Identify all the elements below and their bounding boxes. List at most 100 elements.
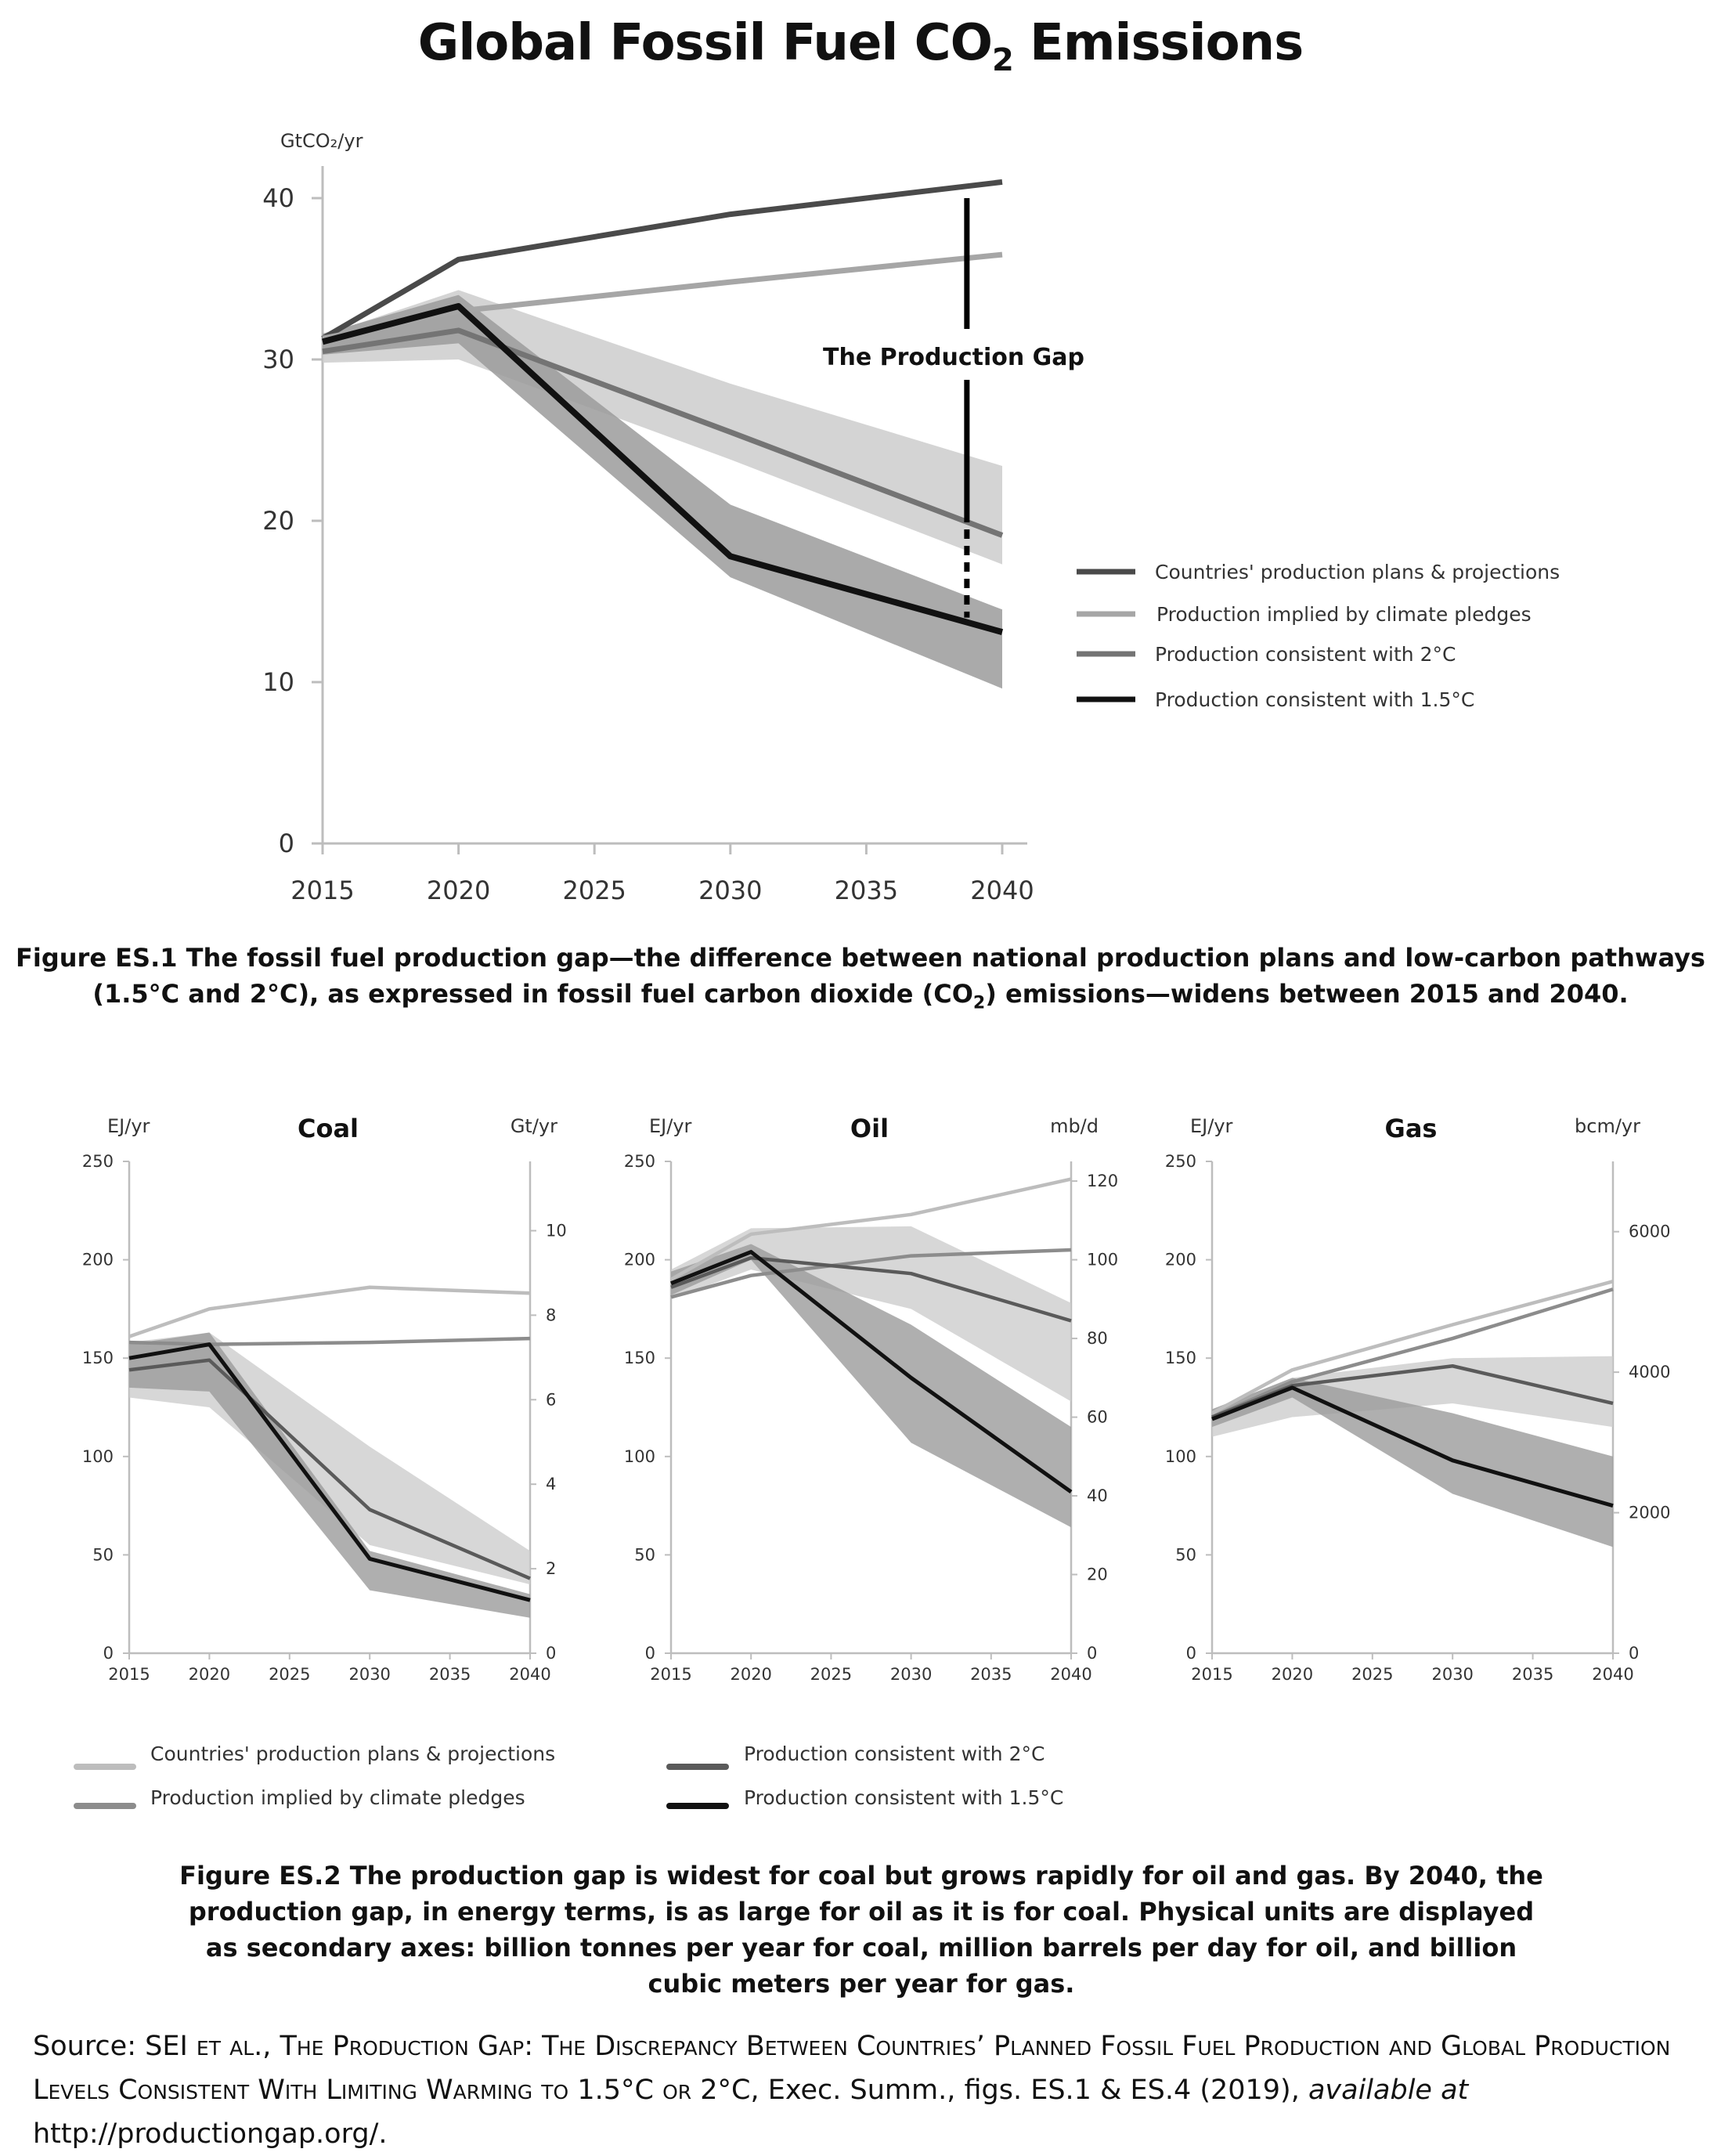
x-tick-label: 2040 <box>1592 1665 1633 1684</box>
y-tick-label: 10 <box>262 667 294 697</box>
y-tick-label: 100 <box>82 1447 114 1466</box>
y-tick-label: 0 <box>279 829 294 858</box>
line-coal-countries-production-plans-projections <box>128 1285 531 1338</box>
y-tick-label: 250 <box>1165 1152 1196 1171</box>
y-tick-label: 250 <box>82 1152 114 1171</box>
x-tick-label: 2040 <box>1050 1665 1091 1684</box>
line-gas-countries-production-plans-projections <box>1210 1280 1614 1415</box>
x-tick-label: 2030 <box>890 1665 932 1684</box>
y2-tick-label: 2000 <box>1629 1504 1670 1522</box>
x-tick-label: 2025 <box>269 1665 310 1684</box>
y-axis-label: GtCO₂/yr <box>280 130 363 152</box>
y-tick-label: 50 <box>1175 1545 1196 1564</box>
x-tick-label: 2025 <box>1351 1665 1393 1684</box>
y-axis-label: EJ/yr <box>107 1115 150 1137</box>
y2-tick-label: 80 <box>1087 1329 1108 1348</box>
y-axis-label: EJ/yr <box>649 1115 692 1137</box>
x-tick-label: 2020 <box>1272 1665 1313 1684</box>
y-tick-label: 0 <box>103 1644 114 1663</box>
y2-tick-label: 4 <box>546 1475 556 1493</box>
y-tick-label: 100 <box>624 1447 655 1466</box>
y2-tick-label: 0 <box>1087 1644 1097 1663</box>
x-tick-label: 2020 <box>189 1665 230 1684</box>
x-tick-label: 2025 <box>810 1665 852 1684</box>
band-coal-1 <box>129 1332 530 1618</box>
y-tick-label: 50 <box>92 1545 114 1564</box>
line-oil-production-consistent-with-2-c <box>670 1255 1072 1323</box>
x-tick-label: 2035 <box>970 1665 1012 1684</box>
panel-title: Coal <box>298 1114 359 1143</box>
y-tick-label: 200 <box>624 1251 655 1269</box>
line-oil-countries-production-plans-projections <box>669 1177 1072 1281</box>
y-tick-label: 40 <box>262 183 294 213</box>
line-coal-production-consistent-with-2-c <box>128 1358 531 1580</box>
x-tick-label: 2035 <box>1512 1665 1553 1684</box>
x-tick-label: 2015 <box>290 876 354 905</box>
y2-axis-label: Gt/yr <box>511 1115 557 1137</box>
legend-label: Production implied by climate pledges <box>1156 603 1532 626</box>
y-tick-label: 150 <box>82 1349 114 1367</box>
y-tick-label: 200 <box>82 1251 114 1269</box>
y2-tick-label: 4000 <box>1629 1363 1670 1381</box>
y2-axis-label: mb/d <box>1050 1115 1099 1137</box>
x-tick-label: 2015 <box>108 1665 150 1684</box>
x-tick-label: 2040 <box>970 876 1034 905</box>
legend-label: Countries' production plans & projection… <box>150 1742 555 1765</box>
source-citation: Source: SEI et al., The Production Gap: … <box>33 2031 1671 2150</box>
x-tick-label: 2030 <box>348 1665 390 1684</box>
y-tick-label: 20 <box>262 506 294 536</box>
x-tick-label: 2025 <box>562 876 626 905</box>
line-coal-production-implied-by-climate-pledges <box>128 1336 531 1346</box>
y-tick-label: 200 <box>1165 1251 1196 1269</box>
x-tick-label: 2030 <box>1431 1665 1473 1684</box>
y-tick-label: 150 <box>1165 1349 1196 1367</box>
y2-tick-label: 40 <box>1087 1486 1108 1505</box>
panel-title: Gas <box>1385 1114 1438 1143</box>
y2-tick-label: 120 <box>1087 1172 1118 1190</box>
y2-tick-label: 6000 <box>1629 1222 1670 1241</box>
panel-title: Oil <box>850 1114 889 1143</box>
x-tick-label: 2015 <box>650 1665 691 1684</box>
line-oil-production-consistent-with-1-5-c <box>670 1250 1073 1494</box>
x-tick-label: 2035 <box>429 1665 471 1684</box>
x-tick-label: 2015 <box>1191 1665 1232 1684</box>
line-gas-production-implied-by-climate-pledges <box>1211 1287 1614 1419</box>
figure-es1-caption: Figure ES.1 The fossil fuel production g… <box>16 943 1705 1013</box>
x-tick-label: 2020 <box>730 1665 771 1684</box>
y2-tick-label: 0 <box>1629 1644 1639 1663</box>
y2-tick-label: 10 <box>546 1221 567 1240</box>
y2-tick-label: 20 <box>1087 1566 1108 1584</box>
y2-tick-label: 6 <box>546 1390 556 1409</box>
legend-label: Production consistent with 2°C <box>744 1742 1045 1765</box>
x-tick-label: 2030 <box>698 876 762 905</box>
y2-axis-label: bcm/yr <box>1575 1115 1640 1137</box>
legend-label: Production implied by climate pledges <box>150 1786 525 1809</box>
x-tick-label: 2040 <box>509 1665 550 1684</box>
page-title: Global Fossil Fuel CO2 Emissions <box>417 14 1304 78</box>
y2-tick-label: 60 <box>1087 1408 1108 1427</box>
y-tick-label: 30 <box>262 345 294 374</box>
line-gas-production-consistent-with-1-5-c <box>1211 1385 1614 1508</box>
y-tick-label: 100 <box>1165 1447 1196 1466</box>
y-tick-label: 150 <box>624 1349 655 1367</box>
y-tick-label: 250 <box>624 1152 655 1171</box>
y2-tick-label: 100 <box>1087 1251 1118 1269</box>
x-tick-label: 2020 <box>427 876 490 905</box>
band-oil-1 <box>671 1244 1071 1528</box>
y-tick-label: 50 <box>634 1545 655 1564</box>
legend-label: Countries' production plans & projection… <box>1155 561 1560 583</box>
legend-label: Production consistent with 1.5°C <box>1155 688 1474 711</box>
line-countries-production-plans-projections <box>321 179 1003 341</box>
line-production-consistent-with-2-c <box>322 327 1004 538</box>
legend-label: Production consistent with 2°C <box>1155 643 1456 666</box>
band-gas-1 <box>1212 1378 1613 1547</box>
line-production-consistent-with-1-5-c <box>321 303 1004 635</box>
x-tick-label: 2035 <box>835 876 898 905</box>
y-tick-label: 0 <box>645 1644 655 1663</box>
y2-tick-label: 2 <box>546 1559 556 1578</box>
y-tick-label: 0 <box>1186 1644 1196 1663</box>
line-coal-production-consistent-with-1-5-c <box>128 1342 531 1602</box>
legend-label: Production consistent with 1.5°C <box>744 1786 1063 1809</box>
figure-es2-caption: Figure ES.2 The production gap is widest… <box>179 1861 1543 1999</box>
